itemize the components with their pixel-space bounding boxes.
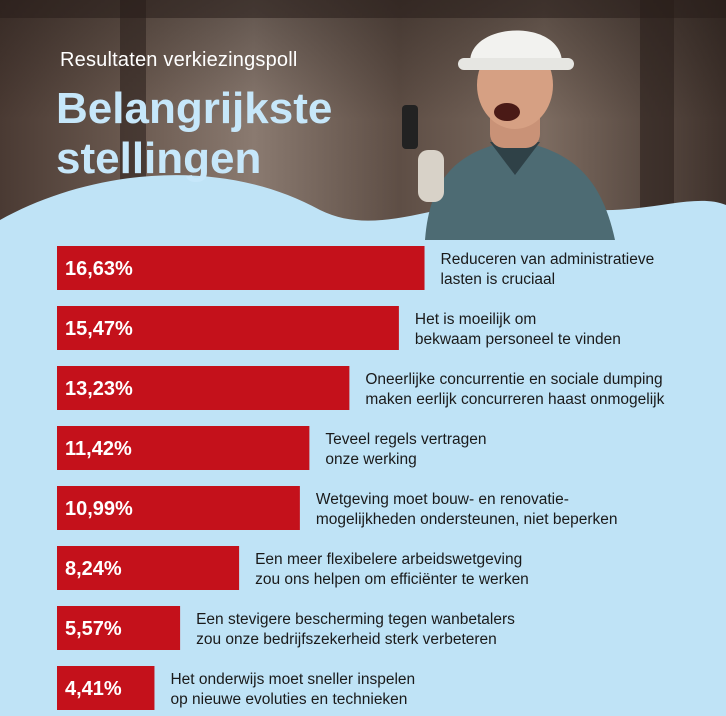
category-label: Het is moeilijk om — [415, 311, 536, 328]
category-label: Teveel regels vertragen — [325, 431, 486, 448]
category-label: lasten is cruciaal — [441, 271, 556, 288]
bar-5 — [57, 486, 300, 530]
category-label: Wetgeving moet bouw- en renovatie- — [316, 491, 569, 508]
bar-value-label: 8,24% — [65, 558, 122, 580]
bar-7 — [57, 606, 181, 650]
category-label: Een stevigere bescherming tegen wanbetal… — [196, 611, 515, 628]
bar-value-label: 15,47% — [65, 318, 133, 340]
category-label: bekwaam personeel te vinden — [415, 331, 621, 348]
title-line-1: Belangrijkste — [56, 84, 333, 133]
bar-value-label: 11,42% — [65, 438, 132, 460]
page-title: Belangrijkste stellingen — [56, 84, 332, 184]
category-label: zou onze bedrijfszekerheid sterk verbete… — [196, 631, 497, 648]
bar-4 — [57, 426, 310, 470]
category-label: Het onderwijs moet sneller inspelen — [170, 671, 415, 688]
bar-value-label: 4,41% — [65, 678, 122, 700]
category-label: mogelijkheden ondersteunen, niet beperke… — [316, 511, 618, 528]
bar-3 — [57, 366, 350, 410]
category-label: op nieuwe evoluties en technieken — [170, 691, 407, 708]
title-line-2: stellingen — [56, 134, 262, 183]
category-label: maken eerlijk concurreren haast onmogeli… — [365, 391, 664, 408]
category-label: Oneerlijke concurrentie en sociale dumpi… — [365, 371, 662, 388]
bar-value-label: 5,57% — [65, 618, 122, 640]
bar-6 — [57, 546, 240, 590]
category-label: Een meer flexibelere arbeidswetgeving — [255, 551, 522, 568]
bar-value-label: 16,63% — [65, 258, 133, 280]
category-label: zou ons helpen om efficiënter te werken — [255, 571, 529, 588]
bar-8 — [57, 666, 155, 710]
supertitle: Resultaten verkiezingspoll — [60, 49, 298, 71]
bar-1 — [57, 246, 425, 290]
bar-2 — [57, 306, 399, 350]
bar-value-label: 10,99% — [65, 498, 133, 520]
bar-value-label: 13,23% — [65, 378, 133, 400]
worker-illustration — [402, 30, 615, 240]
category-label: Reduceren van administratieve — [441, 251, 655, 268]
category-label: onze werking — [325, 451, 416, 468]
